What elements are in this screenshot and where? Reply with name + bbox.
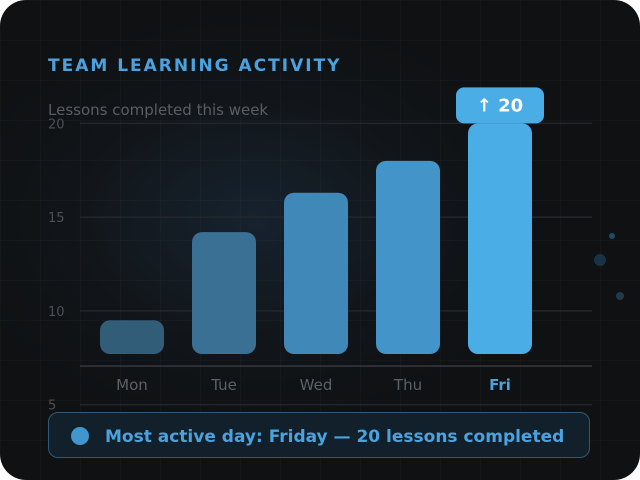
x-tick-label: Tue [210,376,237,394]
status-dot-icon [71,427,89,445]
data-label: ↑ 20 [477,95,523,116]
bar-tue [192,232,256,354]
x-tick-label: Mon [116,376,148,394]
x-tick-label: Thu [393,376,422,394]
y-tick-label: 15 [48,211,65,226]
decor-dot [609,233,615,239]
value-pill [456,87,544,124]
x-tick-label: Wed [300,376,333,394]
y-tick-label: 5 [48,399,56,410]
most-active-callout: Most active day: Friday — 20 lessons com… [48,412,590,458]
card-subtitle: Lessons completed this week [48,101,269,119]
card-title: TEAM LEARNING ACTIVITY [48,56,342,76]
bar-wed [284,192,348,354]
callout-text: Most active day: Friday — 20 lessons com… [105,427,565,447]
bar-chart: 5 10 15 20 Mon Tue Wed Thu Fri ↑ 20 [48,87,624,410]
bar-thu [376,160,440,354]
y-tick-label: 10 [48,305,65,320]
bar-mon [100,320,164,354]
bar-fri [468,123,532,354]
decor-dot [616,292,624,300]
x-tick-label: Fri [489,376,511,394]
decor-dot [594,254,606,266]
y-tick-label: 20 [48,117,65,132]
